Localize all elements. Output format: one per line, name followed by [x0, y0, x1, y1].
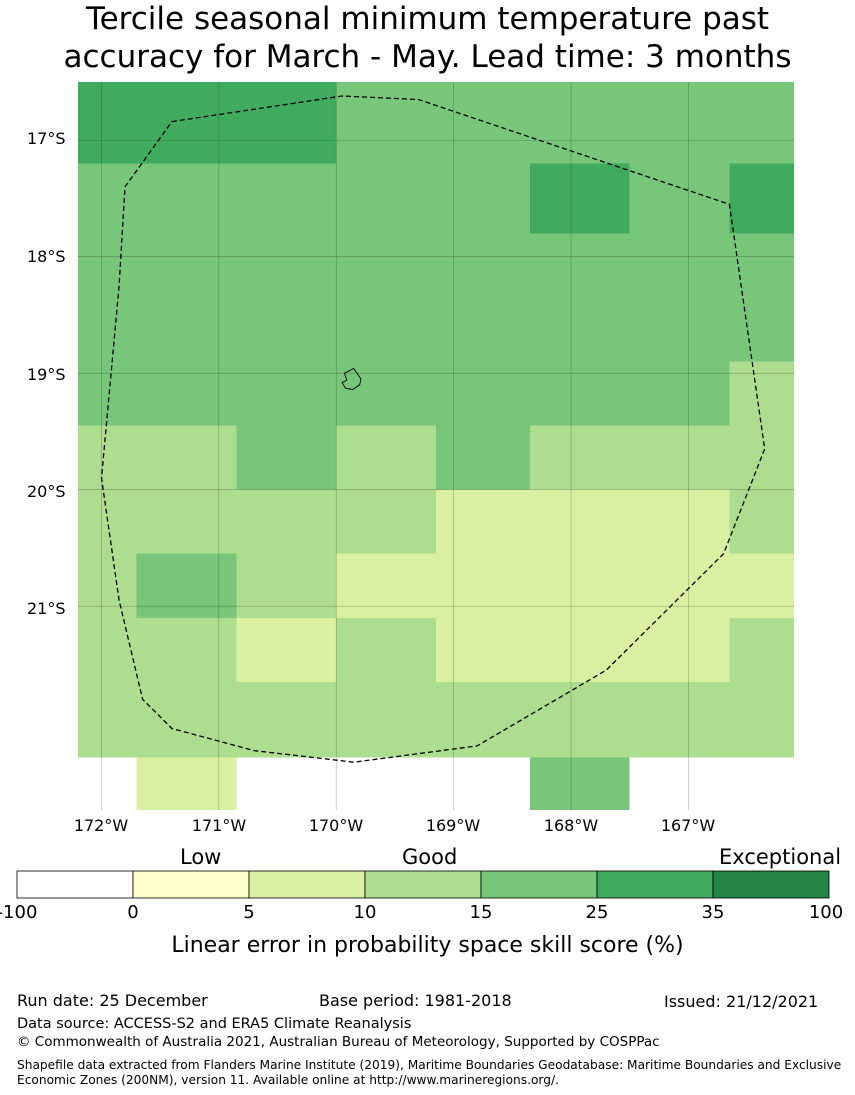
- issued-date: Issued: 21/12/2021: [664, 992, 819, 1011]
- cbar-tick-6: 35: [701, 902, 725, 923]
- colorbar-label: Linear error in probability space skill …: [171, 933, 684, 958]
- grid-cell: [336, 553, 794, 618]
- data-source: Data source: ACCESS-S2 and ERA5 Climate …: [17, 1016, 412, 1032]
- grid-cell: [236, 617, 337, 682]
- cbar-tick-3: 10: [353, 902, 377, 923]
- grid-cell: [629, 163, 730, 234]
- title-line-1: Tercile seasonal minimum temperature pas…: [85, 1, 770, 37]
- category-low: Low: [180, 845, 222, 869]
- cbar-tick-4: 15: [469, 902, 493, 923]
- category-good: Good: [402, 845, 458, 869]
- graticule: [78, 82, 794, 810]
- lat-label-19s: 19°S: [27, 365, 66, 384]
- map-overlays: [100, 95, 766, 763]
- cbar-tick-0: -100: [0, 902, 38, 923]
- copyright: © Commonwealth of Australia 2021, Austra…: [17, 1034, 660, 1050]
- grid-cell: [136, 553, 237, 618]
- lon-label-168w: 168°W: [543, 816, 599, 835]
- colorbar-segment: [480, 870, 598, 899]
- lon-label-170w: 170°W: [308, 816, 364, 835]
- title-line-2: accuracy for March - May. Lead time: 3 m…: [63, 39, 792, 75]
- colorbar-segment: [364, 870, 482, 899]
- lon-label-172w: 172°W: [73, 816, 129, 835]
- lat-label-21s: 21°S: [27, 599, 66, 618]
- lon-label-171w: 171°W: [191, 816, 247, 835]
- grid-cell: [529, 757, 630, 810]
- cbar-tick-1: 0: [127, 902, 139, 923]
- grid-cell: [78, 553, 137, 618]
- grid-cell: [78, 681, 794, 758]
- grid-cell: [236, 425, 337, 490]
- map-title: Tercile seasonal minimum temperature pas…: [0, 0, 855, 76]
- grid-cells: [78, 82, 794, 810]
- cbar-tick-5: 25: [585, 902, 609, 923]
- grid-cell: [78, 489, 436, 554]
- shapefile-credit-line-2: Economic Zones (200NM), version 11. Avai…: [17, 1073, 559, 1087]
- grid-cell: [236, 553, 337, 618]
- grid-cell: [78, 82, 337, 164]
- eez-boundary: [100, 95, 766, 763]
- grid-cell: [336, 425, 436, 490]
- grid-cell: [136, 757, 237, 810]
- skill-score-map: [78, 82, 794, 810]
- grid-cell: [78, 361, 730, 426]
- grid-cell: [729, 489, 794, 554]
- shapefile-credit-line-1: Shapefile data extracted from Flanders M…: [17, 1058, 842, 1072]
- lon-label-167w: 167°W: [660, 816, 716, 835]
- colorbar-segment: [248, 870, 366, 899]
- grid-cell: [78, 617, 237, 682]
- lat-label-17s: 17°S: [27, 129, 66, 148]
- grid-cell: [78, 425, 237, 490]
- grid-cell: [436, 489, 730, 554]
- colorbar: [16, 870, 830, 899]
- niue-island-outline: [341, 367, 362, 390]
- grid-cell: [336, 617, 436, 682]
- base-period: Base period: 1981-2018: [319, 991, 512, 1010]
- lat-label-20s: 20°S: [27, 482, 66, 501]
- colorbar-segment: [132, 870, 250, 899]
- colorbar-segment: [16, 870, 134, 899]
- grid-cell: [529, 425, 794, 490]
- grid-cell: [729, 163, 794, 234]
- grid-cell: [78, 163, 530, 234]
- cbar-tick-7: 100: [808, 902, 844, 923]
- grid-cell: [436, 425, 530, 490]
- cbar-tick-2: 5: [243, 902, 255, 923]
- grid-cell: [729, 617, 794, 682]
- lat-label-18s: 18°S: [27, 247, 66, 266]
- run-date: Run date: 25 December: [17, 991, 208, 1010]
- lon-label-169w: 169°W: [425, 816, 481, 835]
- grid-cell: [729, 361, 794, 426]
- grid-cell: [529, 163, 630, 234]
- grid-cell: [336, 82, 794, 164]
- colorbar-segment: [596, 870, 714, 899]
- colorbar-segment: [712, 870, 830, 899]
- category-exceptional: Exceptional: [719, 845, 842, 869]
- grid-cell: [436, 617, 730, 682]
- grid-cell: [78, 233, 794, 362]
